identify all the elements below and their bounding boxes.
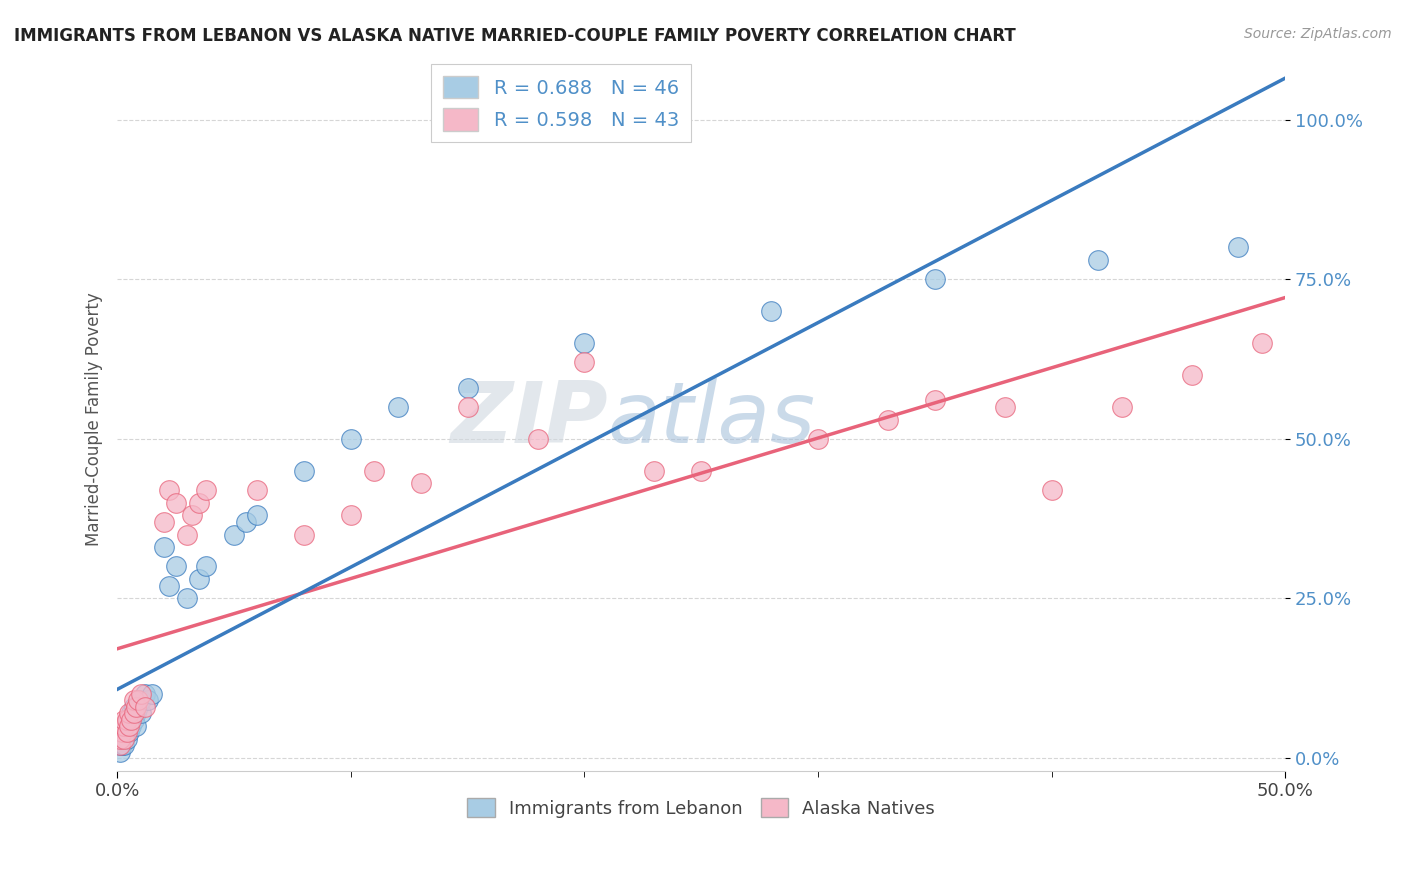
Point	[292, 527, 315, 541]
Point	[111, 731, 134, 746]
Point	[157, 483, 180, 497]
Point	[127, 693, 149, 707]
Point	[339, 432, 361, 446]
Point	[292, 464, 315, 478]
Point	[165, 559, 187, 574]
Point	[363, 464, 385, 478]
Text: Source: ZipAtlas.com: Source: ZipAtlas.com	[1244, 27, 1392, 41]
Point	[339, 508, 361, 523]
Point	[112, 731, 135, 746]
Point	[1040, 483, 1063, 497]
Point	[994, 400, 1017, 414]
Point	[118, 719, 141, 733]
Point	[108, 731, 131, 746]
Point	[1111, 400, 1133, 414]
Point	[246, 483, 269, 497]
Point	[877, 412, 900, 426]
Point	[457, 381, 479, 395]
Point	[127, 699, 149, 714]
Point	[181, 508, 204, 523]
Text: IMMIGRANTS FROM LEBANON VS ALASKA NATIVE MARRIED-COUPLE FAMILY POVERTY CORRELATI: IMMIGRANTS FROM LEBANON VS ALASKA NATIVE…	[14, 27, 1015, 45]
Point	[457, 400, 479, 414]
Point	[120, 719, 142, 733]
Point	[108, 745, 131, 759]
Point	[387, 400, 409, 414]
Point	[111, 719, 134, 733]
Point	[1250, 336, 1272, 351]
Point	[246, 508, 269, 523]
Point	[112, 719, 135, 733]
Point	[112, 719, 135, 733]
Point	[118, 706, 141, 721]
Point	[526, 432, 548, 446]
Point	[118, 713, 141, 727]
Point	[165, 495, 187, 509]
Point	[120, 706, 142, 721]
Point	[129, 687, 152, 701]
Point	[115, 725, 138, 739]
Point	[574, 355, 596, 369]
Point	[111, 738, 134, 752]
Point	[125, 699, 148, 714]
Point	[129, 706, 152, 721]
Point	[924, 272, 946, 286]
Point	[409, 476, 432, 491]
Text: ZIP: ZIP	[450, 378, 607, 461]
Point	[122, 713, 145, 727]
Point	[222, 527, 245, 541]
Point	[122, 706, 145, 721]
Point	[1087, 253, 1109, 268]
Point	[112, 725, 135, 739]
Point	[574, 336, 596, 351]
Point	[194, 559, 217, 574]
Point	[115, 719, 138, 733]
Point	[122, 693, 145, 707]
Text: atlas: atlas	[607, 378, 815, 461]
Point	[125, 719, 148, 733]
Point	[153, 541, 176, 555]
Point	[924, 393, 946, 408]
Point	[1181, 368, 1204, 382]
Point	[111, 725, 134, 739]
Point	[118, 725, 141, 739]
Point	[807, 432, 830, 446]
Point	[643, 464, 665, 478]
Point	[134, 687, 156, 701]
Point	[235, 515, 257, 529]
Point	[134, 699, 156, 714]
Point	[115, 731, 138, 746]
Point	[194, 483, 217, 497]
Legend: Immigrants from Lebanon, Alaska Natives: Immigrants from Lebanon, Alaska Natives	[460, 791, 942, 825]
Point	[112, 731, 135, 746]
Point	[1227, 240, 1250, 254]
Point	[129, 693, 152, 707]
Point	[115, 725, 138, 739]
Point	[122, 699, 145, 714]
Point	[115, 713, 138, 727]
Point	[112, 713, 135, 727]
Point	[761, 304, 783, 318]
Point	[690, 464, 713, 478]
Point	[112, 738, 135, 752]
Point	[157, 578, 180, 592]
Point	[108, 738, 131, 752]
Point	[176, 591, 198, 606]
Point	[153, 515, 176, 529]
Point	[187, 572, 209, 586]
Point	[108, 731, 131, 746]
Point	[111, 725, 134, 739]
Point	[118, 719, 141, 733]
Point	[108, 738, 131, 752]
Point	[141, 687, 163, 701]
Y-axis label: Married-Couple Family Poverty: Married-Couple Family Poverty	[86, 293, 103, 547]
Point	[176, 527, 198, 541]
Point	[187, 495, 209, 509]
Point	[125, 706, 148, 721]
Point	[120, 713, 142, 727]
Point	[136, 693, 159, 707]
